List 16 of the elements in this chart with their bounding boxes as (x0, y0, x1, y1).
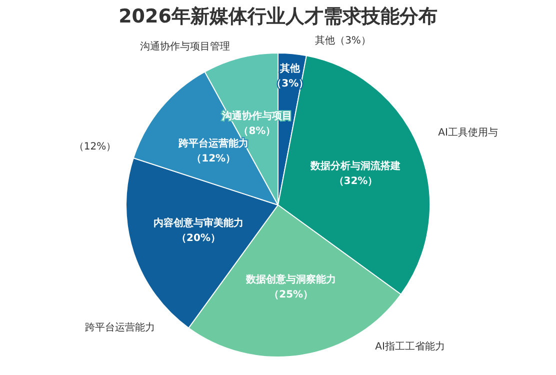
data-label: （25%） (269, 290, 314, 301)
text: AI工具使用与 (438, 126, 498, 138)
text: 其他（3%） (315, 34, 371, 46)
data-label: （20%） (176, 232, 220, 244)
slice-label: 数据分析与洞流搭建 (310, 160, 401, 172)
data-label: （8%） (238, 126, 276, 138)
slice-label: 数据创意与洞察能力 (245, 274, 336, 286)
text: AI指工工省能力 (375, 340, 445, 352)
data-label: （32%） (334, 176, 378, 188)
text: 沟通协作与项目管理 (140, 40, 230, 52)
data-label: （12%） (192, 154, 236, 165)
text: 跨平台运营能力 (85, 322, 155, 334)
text: （12%） (74, 142, 116, 152)
chart-title: 2026年新媒体行业人才需求技能分布 (118, 6, 438, 28)
slice-label: 内容创意与审美能力 (153, 216, 244, 229)
slice-label: 其他 (279, 62, 302, 74)
